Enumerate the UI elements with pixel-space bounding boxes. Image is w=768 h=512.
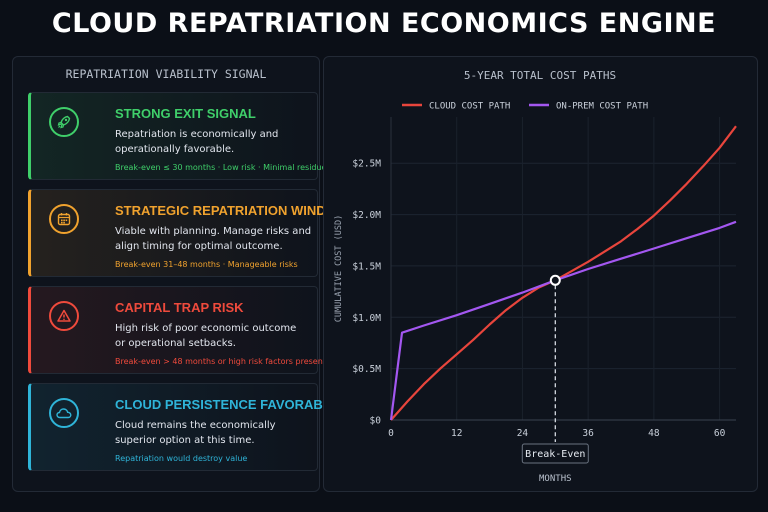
- page-title: CLOUD REPATRIATION ECONOMICS ENGINE: [51, 8, 717, 39]
- y-tick-label: $1.0M: [352, 313, 381, 324]
- viability-panel-title: REPATRIATION VIABILITY SIGNAL: [65, 67, 267, 81]
- chart-legend: CLOUD COST PATH ON-PREM COST PATH: [402, 102, 648, 112]
- y-tick-label: $0: [370, 416, 382, 427]
- cost-paths-chart: 5-YEAR TOTAL COST PATHS CLOUD COST PATH O…: [334, 69, 737, 484]
- chart-grid: [391, 117, 736, 420]
- y-tick-label: $2.0M: [352, 210, 381, 221]
- card-note: Break-even > 48 months or high risk fact…: [115, 357, 326, 366]
- x-tick-label: 12: [451, 428, 462, 439]
- legend-label: ON-PREM COST PATH: [556, 102, 648, 112]
- y-tick-label: $2.5M: [352, 159, 381, 170]
- chart-series: [389, 125, 737, 421]
- card-description: Viable with planning. Manage risks and a…: [115, 226, 312, 252]
- strong-exit-signal-card: STRONG EXIT SIGNAL Repatriation is econo…: [28, 92, 326, 180]
- x-tick-label: 48: [648, 428, 660, 439]
- break-even-point: [549, 274, 561, 286]
- cost-paths-panel: 5-YEAR TOTAL COST PATHS CLOUD COST PATH O…: [323, 56, 758, 492]
- card-note: Break-even ≤ 30 months · Low risk · Mini…: [115, 163, 327, 172]
- y-tick-label: $1.5M: [352, 261, 381, 272]
- x-tick-label: 36: [582, 428, 594, 439]
- chart-title: 5-YEAR TOTAL COST PATHS: [464, 69, 616, 82]
- card-note: Repatriation would destroy value: [115, 454, 248, 463]
- on-prem-cost-line: [389, 220, 737, 421]
- viability-signal-panel: REPATRIATION VIABILITY SIGNAL STRONG EXI…: [12, 56, 348, 492]
- card-description: Repatriation is economically and operati…: [115, 129, 279, 155]
- card-description: Cloud remains the economically superior …: [115, 420, 276, 446]
- break-even-label-box: [521, 443, 589, 464]
- card-title: STRONG EXIT SIGNAL: [115, 106, 256, 121]
- calendar-icon: [49, 204, 79, 234]
- cloud-icon: [49, 398, 79, 428]
- cloud-persistence-favorable-card: CLOUD PERSISTENCE FAVORABLE Cloud remain…: [28, 383, 339, 471]
- warning-icon: [49, 301, 79, 331]
- y-axis-label: CUMULATIVE COST (USD): [334, 215, 344, 322]
- card-title: CLOUD PERSISTENCE FAVORABLE: [115, 397, 340, 412]
- legend-label: CLOUD COST PATH: [429, 102, 510, 112]
- x-axis-label: MONTHS: [539, 474, 572, 484]
- x-tick-label: 24: [517, 428, 529, 439]
- card-note: Break-even 31–48 months · Manageable ris…: [115, 260, 298, 269]
- break-even-annotation: Break-Even: [521, 274, 589, 464]
- break-even-label: Break-Even: [525, 449, 585, 460]
- y-tick-label: $0.5M: [352, 364, 381, 375]
- x-tick-label: 60: [714, 428, 726, 439]
- chart-axes: $0 $0.5M $1.0M $1.5M $2.0M $2.5M 0 12 24 36 48 60: [352, 117, 736, 439]
- x-tick-label: 0: [388, 428, 394, 439]
- capital-trap-risk-card: CAPITAL TRAP RISK High risk of poor econ…: [28, 286, 326, 374]
- card-title: CAPITAL TRAP RISK: [115, 300, 244, 315]
- cloud-cost-line: [390, 125, 737, 421]
- card-title: STRATEGIC REPATRIATION WINDOW: [115, 203, 349, 218]
- strategic-repatriation-window-card: STRATEGIC REPATRIATION WINDOW Viable wit…: [28, 189, 348, 277]
- card-description: High risk of poor economic outcome or op…: [115, 323, 297, 349]
- rocket-icon: [49, 107, 79, 137]
